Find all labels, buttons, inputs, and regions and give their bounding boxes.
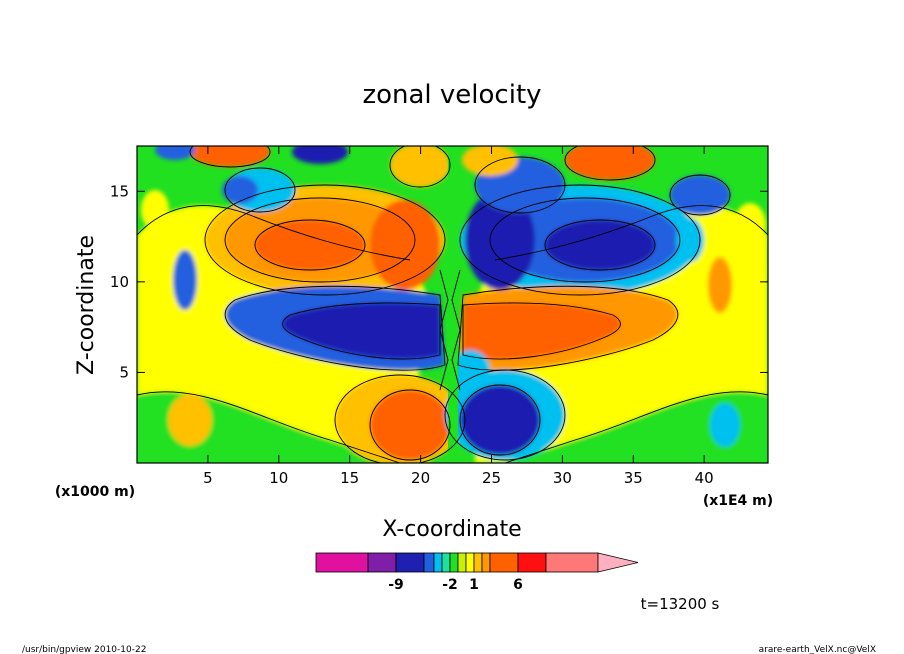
y-tick-label: 15 bbox=[110, 182, 129, 200]
colorbar-arrow bbox=[597, 552, 639, 573]
colorbar-swatch bbox=[315, 552, 369, 573]
colorbar-swatch bbox=[457, 552, 467, 573]
colorbar-label: -2 bbox=[442, 577, 458, 593]
colorbar-swatch bbox=[433, 552, 443, 573]
chart-title: zonal velocity bbox=[362, 80, 541, 110]
x-tick-label: 30 bbox=[553, 469, 572, 487]
plot-frame bbox=[136, 145, 769, 464]
footer-right: arare-earth_VelX.nc@VelX bbox=[759, 645, 876, 654]
colorbar-swatch bbox=[367, 552, 397, 573]
colorbar-swatch bbox=[545, 552, 599, 573]
lower-right-lobe-core bbox=[463, 302, 621, 359]
colorbar-swatch bbox=[423, 552, 435, 573]
colorbar-swatch bbox=[449, 552, 459, 573]
x-tick-label: 15 bbox=[340, 469, 359, 487]
x-tick-label: 5 bbox=[203, 469, 213, 487]
x-tick-label: 40 bbox=[695, 469, 714, 487]
x-axis: 5 10 15 20 25 30 35 40 bbox=[203, 146, 714, 487]
y-axis-label: Z-coordinate bbox=[74, 235, 99, 375]
time-label: t=13200 s bbox=[641, 595, 720, 613]
x-tick-label: 25 bbox=[482, 469, 501, 487]
colorbar-label: -9 bbox=[388, 577, 404, 593]
x-axis-label: X-coordinate bbox=[382, 517, 521, 542]
colorbar-swatch bbox=[489, 552, 519, 573]
colorbar: -9 -2 1 6 bbox=[315, 552, 639, 593]
colorbar-swatch bbox=[473, 552, 483, 573]
y-tick-label: 5 bbox=[119, 363, 129, 381]
colorbar-label: 6 bbox=[513, 577, 523, 593]
colorbar-swatch bbox=[481, 552, 491, 573]
colorbar-swatch bbox=[395, 552, 425, 573]
upper-left-lobe-core bbox=[255, 220, 365, 270]
colorbar-label: 1 bbox=[469, 577, 479, 593]
colorbar-swatch bbox=[517, 552, 547, 573]
x-unit-left: (x1000 m) bbox=[55, 484, 135, 500]
x-unit-right: (x1E4 m) bbox=[703, 493, 773, 509]
footer-left: /usr/bin/gpview 2010-10-22 bbox=[22, 645, 146, 654]
plot-area bbox=[137, 146, 768, 463]
lower-left-lobe-core bbox=[282, 302, 440, 359]
upper-right-lobe-core bbox=[545, 220, 655, 270]
colorbar-swatch bbox=[441, 552, 451, 573]
top-right-orange bbox=[565, 146, 655, 180]
y-tick-label: 10 bbox=[110, 273, 129, 291]
colorbar-swatch bbox=[465, 552, 475, 573]
y-axis: 5 10 15 bbox=[110, 182, 768, 381]
top-left-orange bbox=[190, 146, 270, 167]
x-tick-label: 35 bbox=[624, 469, 643, 487]
x-tick-label: 20 bbox=[411, 469, 430, 487]
contour-lines bbox=[137, 146, 768, 463]
x-tick-label: 10 bbox=[269, 469, 288, 487]
